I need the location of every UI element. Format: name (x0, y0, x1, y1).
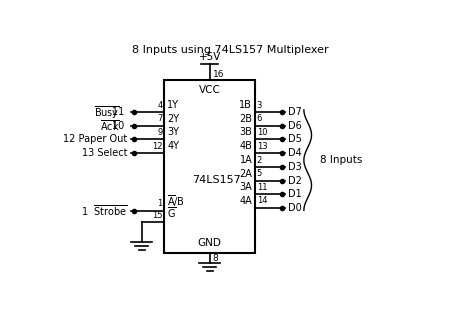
Text: 10: 10 (112, 121, 128, 131)
Text: 4Y: 4Y (167, 141, 179, 151)
Text: $\overline{\mathrm{Busy}}$: $\overline{\mathrm{Busy}}$ (94, 104, 119, 121)
Text: 74LS157: 74LS157 (192, 175, 241, 185)
Text: 13: 13 (257, 141, 267, 150)
Text: D0: D0 (288, 203, 302, 213)
Text: D6: D6 (288, 121, 302, 131)
Bar (164, 80, 255, 253)
Text: 10: 10 (257, 128, 267, 137)
Text: 1B: 1B (239, 100, 252, 110)
Text: 8: 8 (212, 254, 218, 263)
Text: 4A: 4A (239, 196, 252, 206)
Text: 8 Inputs using 74LS157 Multiplexer: 8 Inputs using 74LS157 Multiplexer (132, 44, 329, 54)
Text: 4B: 4B (239, 141, 252, 151)
Text: 7: 7 (157, 115, 162, 124)
Text: 1Y: 1Y (167, 100, 179, 110)
Text: 1: 1 (158, 199, 162, 208)
Text: 16: 16 (212, 70, 224, 79)
Text: D1: D1 (288, 189, 302, 199)
Text: 11: 11 (112, 107, 128, 117)
Text: 4: 4 (158, 101, 162, 110)
Text: GND: GND (198, 238, 222, 248)
Text: 2Y: 2Y (167, 114, 179, 124)
Text: 15: 15 (152, 211, 162, 220)
Text: +5V: +5V (198, 52, 221, 62)
Text: 2B: 2B (239, 114, 252, 124)
Text: 13 Select: 13 Select (82, 148, 128, 158)
Text: 3: 3 (257, 101, 262, 110)
Text: 9: 9 (158, 128, 162, 137)
Text: $\overline{\mathrm{G}}$: $\overline{\mathrm{G}}$ (167, 206, 177, 220)
Text: 3A: 3A (239, 182, 252, 192)
Text: 2A: 2A (239, 169, 252, 179)
Text: D3: D3 (288, 162, 302, 172)
Text: 12 Paper Out: 12 Paper Out (63, 134, 128, 144)
Text: D5: D5 (288, 134, 302, 144)
Text: 2: 2 (257, 156, 262, 164)
Text: D7: D7 (288, 107, 302, 117)
Text: 12: 12 (152, 141, 162, 150)
Text: 14: 14 (257, 196, 267, 205)
Text: 3Y: 3Y (167, 127, 179, 138)
Text: $1\ \ \overline{\mathrm{Strobe}}$: $1\ \ \overline{\mathrm{Strobe}}$ (81, 204, 128, 218)
Text: D2: D2 (288, 176, 302, 186)
Text: D4: D4 (288, 148, 302, 158)
Text: 5: 5 (257, 169, 262, 178)
Text: 1A: 1A (239, 155, 252, 165)
Text: $\overline{\mathrm{Ack}}$: $\overline{\mathrm{Ack}}$ (100, 118, 119, 133)
Text: 11: 11 (257, 183, 267, 192)
Text: $\overline{\mathrm{A}}$/B: $\overline{\mathrm{A}}$/B (167, 194, 185, 209)
Text: 6: 6 (257, 115, 262, 124)
Text: 3B: 3B (239, 127, 252, 138)
Text: VCC: VCC (199, 85, 220, 95)
Text: 8 Inputs: 8 Inputs (320, 155, 363, 165)
